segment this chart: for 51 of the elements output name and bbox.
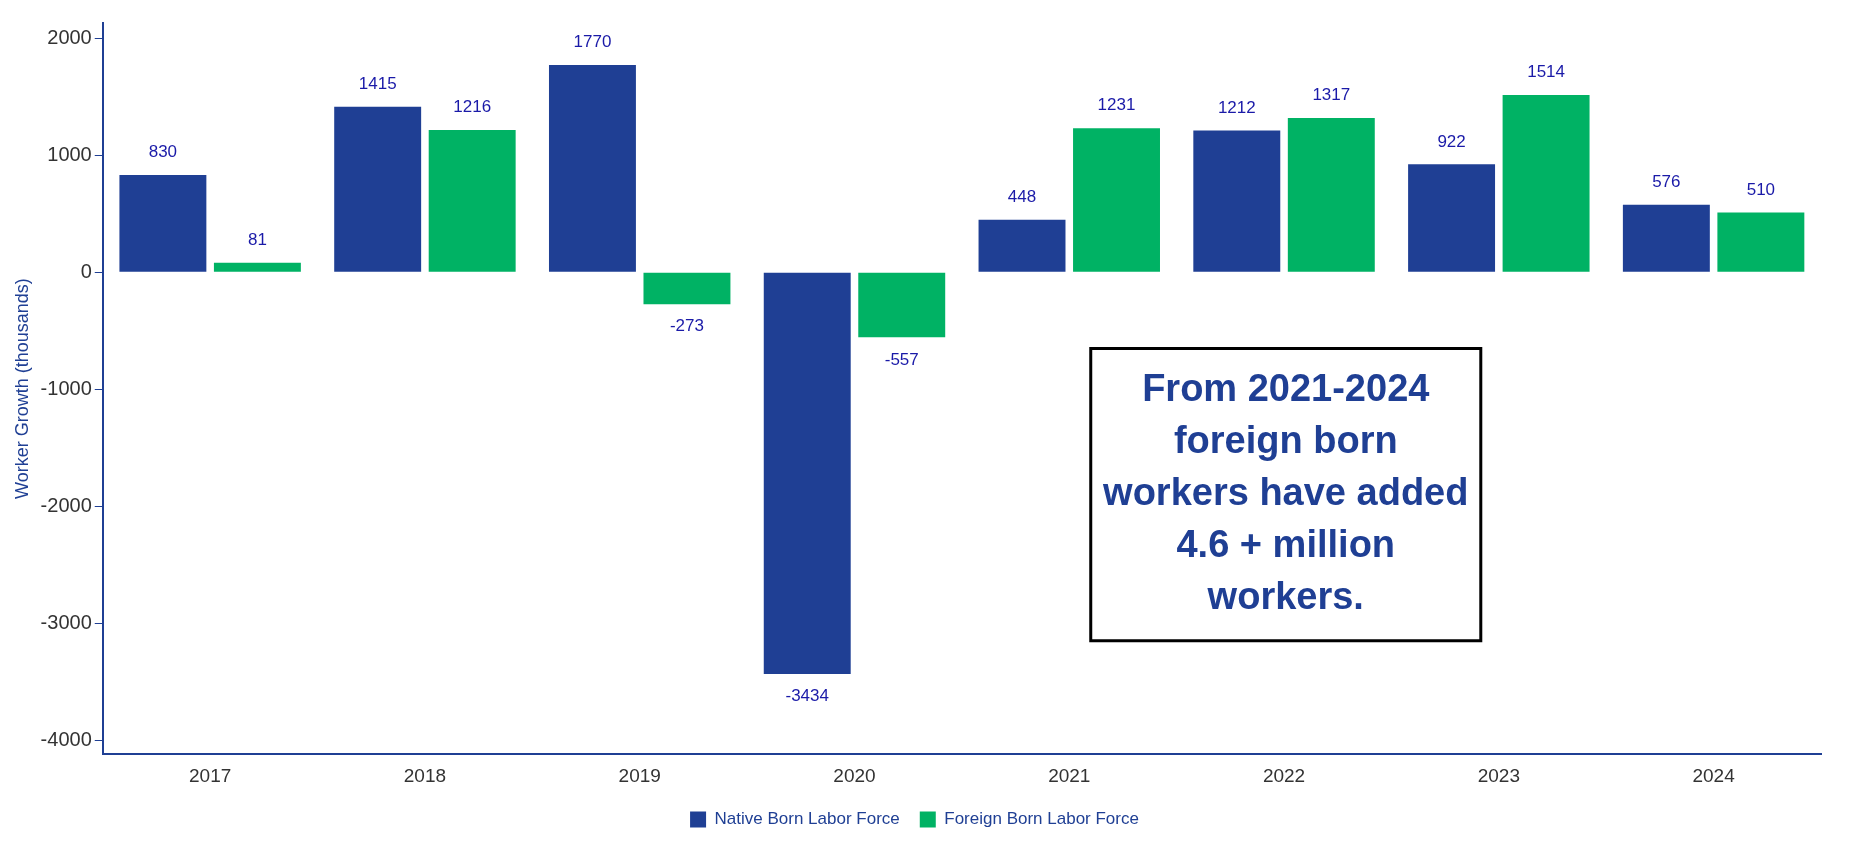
y-tick-label: 1000	[47, 142, 92, 165]
data-label: 1212	[1217, 97, 1256, 117]
bar	[978, 219, 1066, 272]
data-label: -273	[669, 316, 704, 336]
data-label: 1514	[1527, 62, 1565, 82]
data-label: 830	[148, 142, 178, 162]
bar	[643, 272, 731, 305]
legend-label: Native Born Labor Force	[714, 809, 900, 829]
bar	[858, 272, 946, 338]
data-label: 576	[1652, 171, 1681, 191]
bar	[1287, 118, 1375, 272]
bar	[119, 175, 207, 272]
y-tick-label: -3000	[40, 610, 92, 633]
annotation: From 2021-2024 foreign born workers have added 4.6 + million workers.	[1102, 367, 1469, 618]
bar	[213, 262, 301, 272]
data-label: 1231	[1097, 95, 1136, 115]
y-tick-label: 0	[80, 259, 92, 282]
x-tick-label: 2023	[1477, 764, 1520, 786]
data-label: 1415	[358, 73, 397, 93]
bar	[763, 272, 851, 674]
data-label: 922	[1437, 131, 1466, 151]
y-axis-title: Worker Growth (thousands)	[11, 278, 32, 499]
data-label: 1770	[573, 32, 612, 52]
data-label: -557	[884, 349, 919, 369]
data-label: 1317	[1312, 85, 1351, 105]
bar	[1502, 95, 1590, 272]
y-tick-label: -4000	[40, 727, 92, 750]
y-tick-label: -2000	[40, 493, 92, 516]
y-tick-label: -1000	[40, 376, 92, 399]
x-tick-label: 2017	[189, 764, 232, 786]
bar	[548, 65, 636, 272]
bar	[1073, 128, 1160, 272]
x-tick-label: 2019	[618, 764, 661, 786]
x-tick-label: 2018	[403, 764, 447, 786]
bar	[1622, 204, 1710, 272]
data-label: 510	[1746, 179, 1776, 199]
x-tick-label: 2024	[1692, 764, 1736, 786]
x-tick-label: 2021	[1048, 764, 1091, 786]
x-tick-label: 2022	[1262, 764, 1306, 786]
y-tick-label: 2000	[47, 25, 92, 48]
legend-label: Foreign Born Labor Force	[944, 809, 1139, 829]
data-label: 1216	[453, 97, 492, 117]
data-label: 81	[247, 229, 267, 249]
data-label: -3434	[785, 686, 829, 706]
bar	[334, 106, 422, 272]
bar	[1193, 130, 1281, 272]
x-tick-label: 2020	[833, 764, 876, 786]
data-label: 448	[1007, 186, 1037, 206]
bar	[428, 129, 516, 272]
bar	[1717, 212, 1805, 272]
bar	[1408, 164, 1496, 272]
